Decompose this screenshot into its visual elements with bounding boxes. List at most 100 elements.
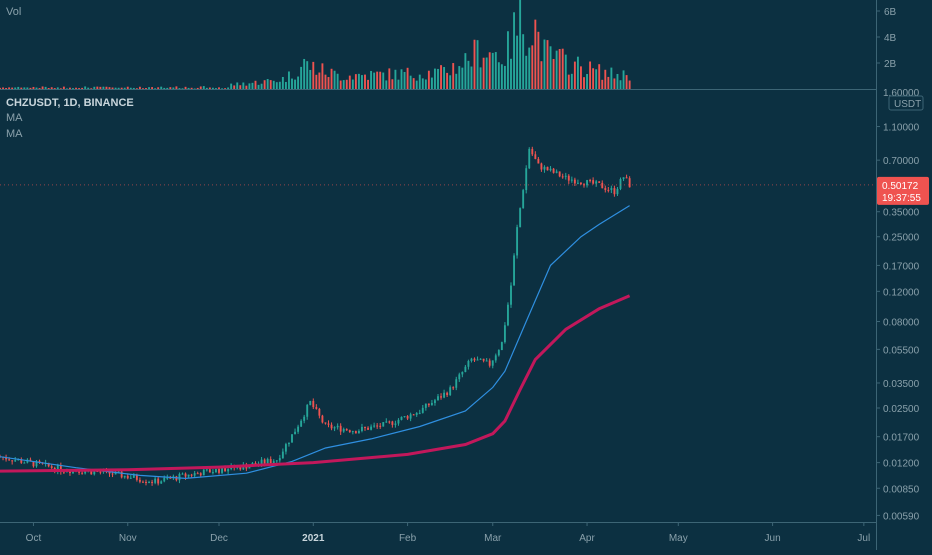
volume-bar bbox=[525, 55, 528, 89]
volume-bar bbox=[123, 87, 126, 89]
candle-body bbox=[589, 180, 592, 182]
volume-bar bbox=[522, 34, 525, 89]
volume-bar bbox=[616, 73, 619, 89]
candle-body bbox=[409, 414, 412, 419]
candle-body bbox=[482, 358, 485, 361]
candle-body bbox=[613, 188, 616, 195]
candle-body bbox=[275, 460, 278, 462]
candle-body bbox=[123, 475, 126, 478]
time-tick-label: Jun bbox=[765, 533, 781, 544]
volume-bar bbox=[65, 88, 68, 89]
candle-body bbox=[284, 444, 287, 452]
time-tick-label: 2021 bbox=[302, 533, 325, 544]
candle-body bbox=[23, 462, 26, 464]
volume-bar bbox=[479, 67, 482, 89]
candle-body bbox=[166, 477, 169, 479]
candle-body bbox=[300, 420, 303, 427]
candle-body bbox=[218, 468, 220, 473]
candle-body bbox=[479, 358, 482, 360]
axes: 1.10000 0.70000 0.35000 0.25000 0.17000 0.120… bbox=[26, 7, 929, 544]
volume-bar bbox=[196, 87, 199, 89]
candle-body bbox=[318, 408, 321, 416]
volume-bar bbox=[607, 76, 610, 89]
volume-bar bbox=[260, 83, 263, 89]
volume-bar bbox=[288, 71, 290, 89]
volume-bar bbox=[93, 86, 96, 89]
candle-body bbox=[254, 463, 257, 465]
time-tick-label: May bbox=[669, 533, 688, 544]
volume-bar bbox=[132, 87, 135, 89]
volume-bar bbox=[604, 69, 607, 89]
volume-bar bbox=[211, 87, 214, 89]
candle-body bbox=[446, 392, 449, 396]
volume-bar bbox=[75, 87, 77, 89]
volume-bar bbox=[99, 86, 102, 89]
candle-body bbox=[525, 168, 528, 191]
candle-body bbox=[522, 190, 525, 209]
volume-bar bbox=[348, 75, 351, 89]
volume-bar bbox=[497, 62, 500, 89]
candle-body bbox=[507, 304, 509, 326]
volume-bar bbox=[62, 86, 65, 89]
candle-body bbox=[348, 430, 351, 433]
volume-bar bbox=[11, 87, 14, 89]
volume-bar bbox=[5, 88, 8, 89]
candle-body bbox=[424, 403, 427, 408]
volume-bar bbox=[224, 88, 227, 89]
price-tick-label: 0.01200 bbox=[883, 459, 920, 470]
ma-legend-1[interactable]: MA bbox=[6, 112, 23, 124]
candle-body bbox=[291, 434, 293, 443]
candle-body bbox=[81, 472, 84, 474]
candle-body bbox=[610, 188, 613, 190]
candle-body bbox=[464, 366, 467, 372]
volume-bar bbox=[202, 86, 205, 89]
volume-bar bbox=[403, 71, 406, 89]
ma-legend-2[interactable]: MA bbox=[6, 128, 23, 140]
candle-body bbox=[531, 148, 534, 155]
volume-bar bbox=[135, 88, 138, 89]
volume-bar bbox=[540, 61, 543, 89]
volume-bar bbox=[233, 85, 236, 89]
volume-bar bbox=[613, 78, 616, 89]
candle-body bbox=[373, 425, 376, 427]
candle-body bbox=[248, 465, 251, 469]
candle-body bbox=[35, 461, 38, 467]
volume-bar bbox=[87, 87, 90, 89]
volume-bar bbox=[72, 88, 74, 89]
candle-body bbox=[500, 342, 503, 351]
volume-bar bbox=[50, 87, 53, 89]
moving-averages bbox=[0, 184, 876, 480]
volume-bar bbox=[482, 57, 485, 89]
volume-bar bbox=[567, 74, 570, 89]
price-tick-label: 0.02500 bbox=[883, 404, 920, 415]
candle-body bbox=[93, 470, 96, 475]
volume-bar bbox=[558, 49, 561, 89]
candle-body bbox=[421, 407, 424, 413]
volume-bar bbox=[461, 67, 464, 89]
candle-body bbox=[190, 474, 193, 476]
volume-bar bbox=[294, 79, 296, 89]
candle-body bbox=[84, 471, 87, 474]
candle-body bbox=[406, 416, 409, 419]
symbol-legend[interactable]: CHZUSDT, 1D, BINANCE bbox=[6, 97, 134, 109]
volume-bar bbox=[129, 87, 132, 89]
volume-bar bbox=[503, 65, 506, 89]
candle-body bbox=[157, 478, 160, 484]
volume-bar bbox=[397, 79, 400, 89]
volume-bar bbox=[17, 86, 20, 89]
candle-body bbox=[215, 468, 217, 473]
volume-bar bbox=[537, 31, 540, 90]
volume-bar bbox=[35, 87, 38, 89]
candle-body bbox=[5, 457, 8, 460]
candle-body bbox=[503, 325, 506, 343]
candle-body bbox=[354, 431, 357, 434]
candle-body bbox=[11, 460, 14, 462]
candle-body bbox=[385, 421, 388, 423]
volume-bar bbox=[242, 82, 245, 89]
candle-body bbox=[330, 424, 333, 429]
candle-body bbox=[622, 177, 625, 180]
volume-bar bbox=[424, 79, 427, 89]
volume-bar bbox=[546, 40, 549, 89]
